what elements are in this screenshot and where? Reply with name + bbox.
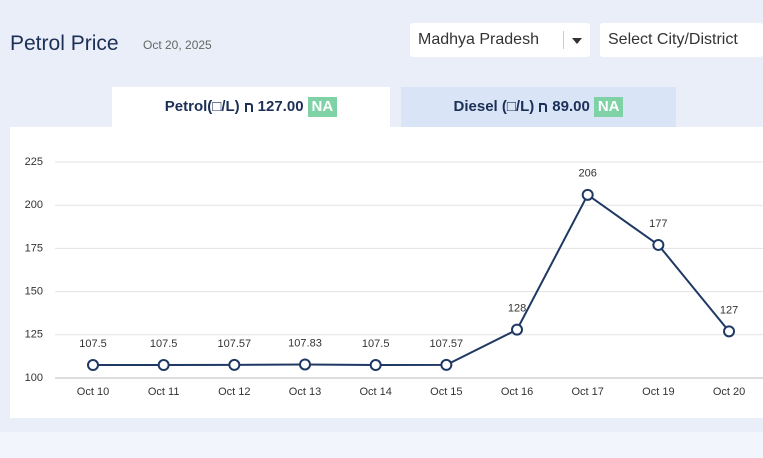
point <box>299 358 312 371</box>
y-tick-label: 150 <box>25 286 43 298</box>
point <box>157 359 170 372</box>
badge: NA <box>593 97 624 117</box>
value-label: 107.5 <box>362 338 390 350</box>
point <box>581 188 594 201</box>
x-tick-label: Oct 17 <box>571 386 603 398</box>
x-tick-label: Oct 15 <box>430 386 462 398</box>
y-tick-label: 200 <box>25 199 43 211</box>
point <box>723 325 736 338</box>
point <box>511 323 524 336</box>
tab[interactable]: Diesel (□/L) 89.00 NA <box>401 87 676 127</box>
y-tick-label: 175 <box>25 242 43 254</box>
x-tick-label: Oct 14 <box>359 386 391 398</box>
tab[interactable]: Petrol(□/L) 127.00 NA <box>112 87 390 127</box>
separator <box>563 31 564 49</box>
tab-label: Diesel (□/L) <box>453 98 535 115</box>
x-tick-label: Oct 20 <box>713 386 745 398</box>
value-label: 107.57 <box>430 338 464 350</box>
x-tick-label: Oct 10 <box>77 386 109 398</box>
icon <box>244 103 253 113</box>
point <box>369 359 382 372</box>
city-dropdown[interactable]: Select City/District <box>600 23 763 57</box>
x-tick-label: Oct 16 <box>501 386 533 398</box>
value-label: 127 <box>720 304 738 316</box>
dropdown-text: Madhya Pradesh <box>418 31 539 48</box>
footer-band <box>0 432 763 458</box>
value-label: 107.5 <box>150 338 178 350</box>
state-dropdown[interactable]: Madhya Pradesh <box>410 23 590 57</box>
line <box>93 193 730 367</box>
icon <box>539 103 548 113</box>
x-tick-label: Oct 11 <box>148 386 180 398</box>
point <box>652 238 665 251</box>
value-label: 107.5 <box>79 338 107 350</box>
point <box>87 359 99 372</box>
y-tick-label: 100 <box>25 372 43 384</box>
page-title: Petrol Price <box>10 32 119 55</box>
value-label: 128 <box>508 303 526 315</box>
point <box>440 358 453 371</box>
price: 127.00 <box>257 98 304 115</box>
price: 89.00 <box>552 98 590 115</box>
y-tick-label: 125 <box>25 329 43 341</box>
value-label: 177 <box>649 218 667 230</box>
chart-card: 100 125 150 175 200 225 Oct 10 107.5 Oct 11 107.5… <box>10 127 763 418</box>
caret <box>572 38 582 44</box>
date: Oct 20, 2025 <box>143 38 212 52</box>
x-tick-label: Oct 13 <box>289 386 321 398</box>
value-label: 107.83 <box>288 337 322 349</box>
value-label: 206 <box>579 168 597 180</box>
badge: NA <box>307 97 338 117</box>
point <box>228 358 241 371</box>
value-label: 107.57 <box>218 338 252 350</box>
x-tick-label: Oct 12 <box>218 386 250 398</box>
chart: 100 125 150 175 200 225 Oct 10 107.5 Oct 11 107.5… <box>25 156 763 398</box>
tab-label: Petrol(□/L) <box>164 98 240 115</box>
y-tick-label: 225 <box>25 156 43 168</box>
dropdown-text: Select City/District <box>608 31 738 48</box>
x-tick-label: Oct 19 <box>642 386 674 398</box>
